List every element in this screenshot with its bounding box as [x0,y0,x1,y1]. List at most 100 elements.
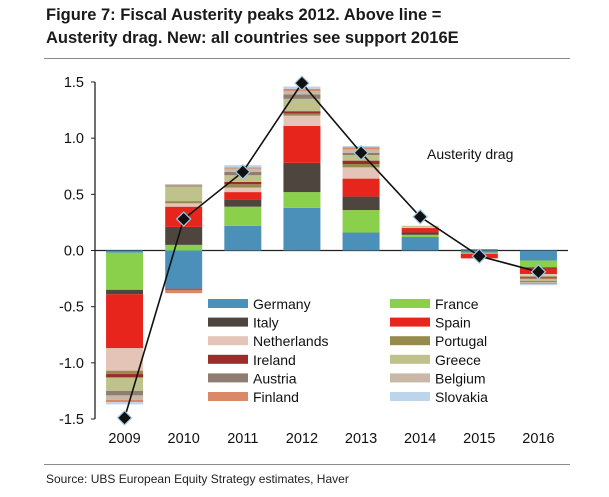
y-tick-label: -1.5 [59,412,84,428]
legend-swatch-ireland [208,354,248,364]
y-tick-label: 1.5 [64,75,84,91]
y-tick-label: 1.0 [64,131,84,147]
y-tick-label: 0.0 [64,244,84,260]
x-tick-label: 2015 [463,431,495,447]
total-line-marker [175,211,192,227]
legend-swatch-greece [390,354,430,364]
bar-segment-france [106,252,144,290]
bar-segment-germany [224,225,262,251]
bar-segment-ireland [342,160,380,165]
legend-swatch-italy [208,317,248,327]
chart-title: Figure 7: Fiscal Austerity peaks 2012. A… [46,4,606,50]
legend-label-germany: Germany [253,296,311,312]
legend-swatch-belgium [390,373,430,383]
total-line-marker [353,144,369,161]
x-tick-label: 2016 [522,431,554,447]
legend-swatch-finland [208,392,248,401]
total-line-marker [116,410,133,426]
bar-segment-finland [106,399,144,403]
legend-label-belgium: Belgium [435,370,486,386]
bar-segment-portugal [106,370,144,375]
x-tick-label: 2010 [168,431,200,447]
top-rule [44,58,570,59]
x-tick-label: 2012 [286,431,318,447]
bar-segment-italy [342,196,380,211]
chart-bars [106,86,557,405]
legend-label-ireland: Ireland [253,352,296,368]
bar-segment-portugal [283,113,321,116]
bar-segment-spain [342,178,380,197]
bar-segment-germany [401,237,439,251]
bar-segment-germany [519,250,557,261]
legend-label-spain: Spain [435,315,471,331]
chart-title-line-1: Figure 7: Fiscal Austerity peaks 2012. A… [46,6,442,24]
legend-swatch-spain [390,317,430,327]
bar-segment-slovakia [106,402,144,405]
bar-segment-greece [401,225,439,227]
bar-segment-france [342,210,380,233]
legend-label-greece: Greece [435,352,481,368]
total-line-marker [530,263,547,280]
bar-segment-portugal [165,201,203,204]
y-tick-label: 0.5 [64,187,84,203]
bar-segment-france [519,260,557,268]
bar-segment-italy [165,226,203,245]
bar-segment-france [401,234,439,238]
bar-segment-portugal [342,164,380,168]
bar-segment-germany [283,207,321,251]
bar-segment-netherlands [224,187,262,193]
y-tick-label: -1.0 [59,356,84,372]
bar-segment-ireland [283,111,321,114]
bar-segment-spain [283,125,321,163]
bar-segment-spain [106,294,144,349]
bar-segment-greece [165,186,203,202]
bar-segment-germany [342,232,380,251]
bar-segment-france [165,244,203,251]
bar-segment-belgium [106,395,144,400]
bar-segment-belgium [165,184,203,186]
total-line-path [123,81,539,419]
bar-segment-italy [106,289,144,295]
legend-swatch-austria [208,373,248,383]
total-line-marker [471,248,488,264]
bar-segment-italy [401,232,439,235]
stacked-bar-chart: -1.5 -1.0 -0.5 0.0 0.5 1.0 1.5 2009 2010 2011 2012… [59,75,568,447]
bar-segment-ireland [106,374,144,378]
bar-segment-belgium [519,281,557,284]
legend-label-slovakia: Slovakia [435,389,488,405]
legend-label-netherlands: Netherlands [253,333,329,349]
legend-label-finland: Finland [253,389,299,405]
bar-segment-germany [106,250,144,253]
bar-segment-portugal [224,184,262,188]
bar-segment-greece [106,377,144,391]
chart-legend: Germany France Italy Spain Netherlands Portug… [208,296,488,405]
bar-segment-italy [224,199,262,207]
bar-segment-greece [283,98,321,112]
legend-label-france: France [435,296,479,312]
bar-segment-netherlands [401,226,439,229]
bar-segment-slovakia [519,284,557,286]
x-tick-label: 2014 [404,431,436,447]
bar-segment-netherlands [106,348,144,371]
bar-segment-greece [519,278,557,281]
bar-segment-spain [224,192,262,200]
x-tick-label: 2011 [227,431,258,447]
bar-segment-belgium [283,90,321,95]
bar-segment-spain [401,228,439,233]
austerity-drag-annotation: Austerity drag [427,146,513,162]
y-tick-label: -0.5 [59,300,84,316]
legend-swatch-germany [208,299,248,308]
legend-swatch-netherlands [208,336,248,346]
bar-segment-netherlands [342,167,380,179]
total-line-marker [294,75,310,91]
bar-segment-austria [106,390,144,396]
bar-segment-finland [165,289,203,294]
bar-segment-france [224,206,262,226]
x-tick-label: 2013 [345,431,377,447]
total-line-marker [412,208,429,225]
source-note: Source: UBS European Equity Strategy est… [46,472,349,486]
legend-swatch-slovakia [390,392,430,401]
legend-label-portugal: Portugal [435,333,487,349]
bar-segment-italy [283,162,321,193]
x-tick-label: 2009 [108,431,140,447]
